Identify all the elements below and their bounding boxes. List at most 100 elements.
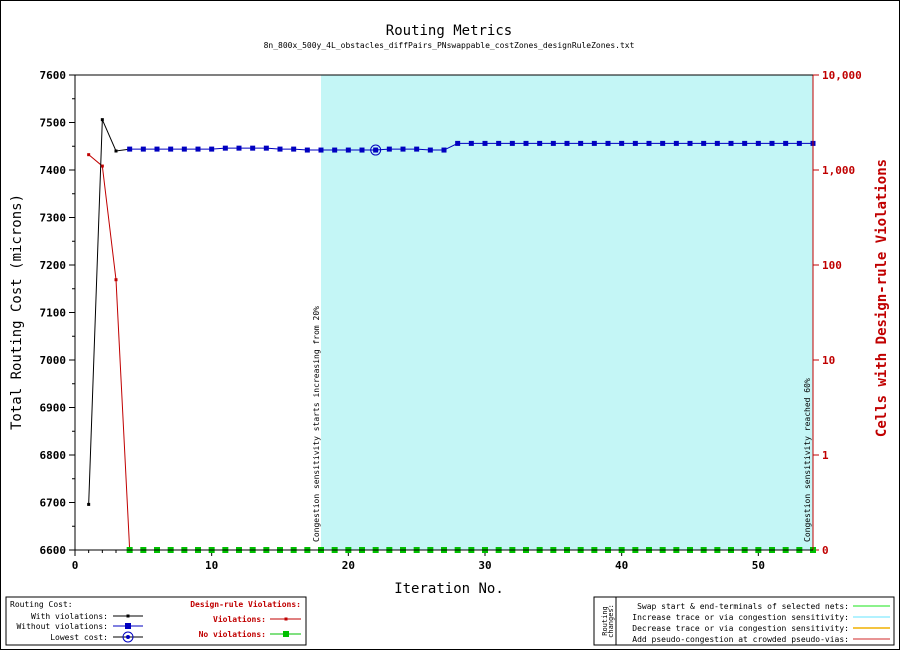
y-left-tick-label: 7600 [40,69,67,82]
without-violations-point [796,140,802,146]
legend-right-item-label: Increase trace or via congestion sensiti… [632,613,849,622]
without-violations-point [783,140,789,146]
without-violations-point [209,146,215,152]
right-axis-ticks: 0 1 10 100 1,000 10,000 [813,69,862,557]
legend-without-violations-marker [125,623,131,629]
legend-without-violations-label: Without violations: [16,622,108,631]
y-left-tick-label: 6600 [40,544,67,557]
without-violations-point [250,145,256,151]
x-tick-label: 40 [615,559,628,572]
with-violations-point [100,118,104,122]
y-right-tick-label: 10,000 [822,69,862,82]
chart-subtitle: 8n_800x_500y_4L_obstacles_diffPairs_PNsw… [264,41,635,50]
y-left-tick-label: 7500 [40,117,67,130]
without-violations-point [769,140,775,146]
y-left-tick-label: 6900 [40,402,67,415]
without-violations-point [359,147,365,153]
without-violations-point [222,145,228,151]
legend-right-side-label-2: changes: [607,604,615,638]
y-left-tick-label: 7300 [40,212,67,225]
without-violations-point [263,145,269,151]
y-left-tick-label: 6700 [40,497,67,510]
without-violations-point [660,140,666,146]
without-violations-point [550,140,556,146]
lowest-cost-marker [370,144,382,156]
legend-with-violations-label: With violations: [31,612,108,621]
legend-left: Routing Cost: With violations: Without v… [5,596,307,646]
y-right-tick-label: 1 [822,449,829,462]
without-violations-point [427,147,433,153]
without-violations-point [632,140,638,146]
without-violations-point [195,146,201,152]
without-violations-point [332,147,338,153]
without-violations-point [523,140,529,146]
x-tick-label: 50 [752,559,765,572]
without-violations-point [714,140,720,146]
y-right-axis-label: Cells with Design-rule Violations [874,159,890,437]
without-violations-point [140,146,146,152]
legend-lowest-cost-marker [122,631,134,643]
legend-cost-header: Routing Cost: [10,600,73,609]
with-violations-point [87,502,91,506]
without-violations-point [277,146,283,152]
congestion-shaded-region [321,75,813,550]
x-tick-label: 20 [342,559,355,572]
violations-point [87,153,91,157]
without-violations-point [318,147,324,153]
chart-title: Routing Metrics [386,23,512,39]
violations-point [100,164,104,168]
without-violations-point [605,140,611,146]
legend-violations-label: Violations: [213,614,266,624]
y-left-axis-label: Total Routing Cost (microns) [9,194,25,430]
without-violations-point [441,147,447,153]
without-violations-point [701,140,707,146]
without-violations-point [564,140,570,146]
without-violations-point [619,140,625,146]
without-violations-point [591,140,597,146]
without-violations-point [127,146,133,152]
with-violations-point [114,149,118,153]
legend-with-violations-marker [126,614,130,618]
x-axis-ticks: 0 10 20 30 40 50 [72,550,814,572]
legend-left-box [5,596,307,646]
y-left-tick-label: 7200 [40,259,67,272]
legend-right-items: Swap start & end-terminals of selected n… [632,602,890,644]
without-violations-point [304,147,310,153]
without-violations-point [168,146,174,152]
without-violations-point [646,140,652,146]
with-violations-line [88,119,130,505]
x-axis-label: Iteration No. [394,581,504,597]
y-left-tick-label: 7400 [40,164,67,177]
without-violations-point [509,140,515,146]
x-tick-label: 10 [205,559,218,572]
without-violations-point [496,140,502,146]
without-violations-point [455,140,461,146]
y-left-tick-label: 7000 [40,354,67,367]
without-violations-point [400,146,406,152]
legend-right-item-label: Decrease trace or via congestion sensiti… [632,624,849,633]
left-axis-ticks: 6600 6700 6800 6900 7000 7100 7200 7300 7400 7500… [40,69,75,557]
without-violations-point [537,140,543,146]
without-violations-point [181,146,187,152]
annotation-congestion-start: Congestion sensitivity starts increasing… [312,306,321,542]
y-right-tick-label: 10 [822,354,835,367]
x-tick-label: 30 [478,559,491,572]
without-violations-point [468,140,474,146]
legend-no-violations-label: No violations: [199,629,266,639]
y-right-tick-label: 1,000 [822,164,855,177]
legend-right: Routing changes: Swap start & end-termin… [593,596,895,646]
without-violations-point [154,146,160,152]
legend-right-side-label-1: Routing [601,606,609,636]
legend-right-item-label: Add pseudo-congestion at crowded pseudo-… [632,635,849,644]
x-tick-label: 0 [72,559,79,572]
violations-point [114,278,118,282]
without-violations-point [742,140,748,146]
legend-violations-marker [284,617,288,621]
lowest-cost-dot [373,147,379,153]
without-violations-point [386,146,392,152]
legend-right-item-label: Swap start & end-terminals of selected n… [637,602,849,611]
legend-lowest-cost-dot [126,635,130,639]
y-right-tick-label: 100 [822,259,842,272]
without-violations-point [482,140,488,146]
